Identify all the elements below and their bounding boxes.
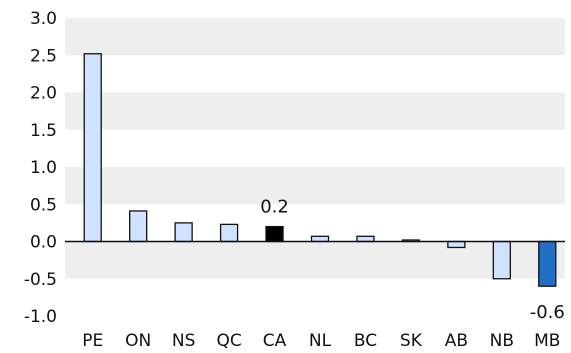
data-label: -0.6 <box>530 302 565 323</box>
x-category-label: MB <box>534 331 560 351</box>
bar-qc <box>219 223 239 243</box>
bar-nb <box>492 240 511 280</box>
y-tick-label: 3.0 <box>30 9 57 29</box>
bar-nl <box>310 235 330 243</box>
x-category-label: ON <box>125 331 151 351</box>
bars <box>83 53 557 287</box>
y-tick-label: -0.5 <box>24 270 57 290</box>
y-tick-label: 1.0 <box>30 158 57 178</box>
grid-band <box>65 167 565 205</box>
y-tick-label: 0.0 <box>30 233 57 253</box>
x-category-label: AB <box>445 331 468 351</box>
grid-band <box>65 241 565 279</box>
y-tick-label: 2.5 <box>30 46 57 66</box>
y-tick-label: 1.5 <box>30 121 57 141</box>
x-category-label: NL <box>309 331 332 351</box>
y-tick-label: 0.5 <box>30 195 57 215</box>
grid-band <box>65 92 565 130</box>
x-category-label: QC <box>216 331 241 351</box>
bar-mb <box>538 240 557 287</box>
y-tick-label: -1.0 <box>24 307 57 327</box>
x-category-label: BC <box>354 331 377 351</box>
data-labels: 0.2 -0.6 <box>260 197 565 324</box>
y-tick-label: 2.0 <box>30 84 57 104</box>
x-category-label: NS <box>172 331 196 351</box>
x-category-label: PE <box>82 331 103 351</box>
grid-band <box>65 18 565 56</box>
data-label: 0.2 <box>260 197 289 218</box>
bar-ca <box>265 225 284 243</box>
bar-bc <box>356 235 375 243</box>
x-category-label: SK <box>400 331 423 351</box>
bar-on <box>129 210 148 243</box>
x-category-label: CA <box>263 331 287 351</box>
x-axis-categories: PE ON NS QC CA NL BC SK AB NB MB <box>82 331 560 351</box>
bar-ns <box>174 222 193 243</box>
bar-ab <box>447 240 466 249</box>
bar-pe <box>83 53 102 243</box>
y-axis-ticks: 3.0 2.5 2.0 1.5 1.0 0.5 0.0 -0.5 -1.0 <box>24 9 57 327</box>
x-category-label: NB <box>490 331 514 351</box>
grid-bands <box>65 18 565 279</box>
